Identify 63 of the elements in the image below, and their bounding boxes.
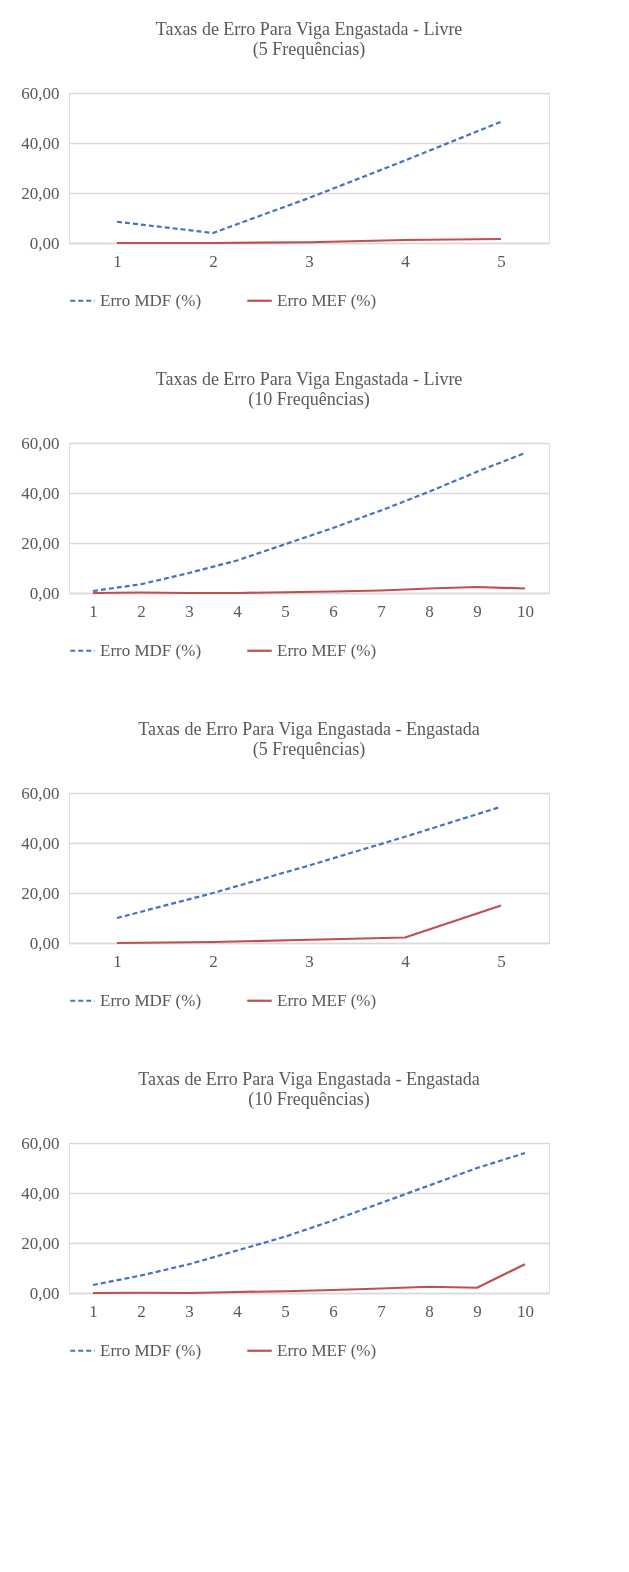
- y-tick-label: 0,00: [29, 1283, 60, 1303]
- y-tick-label: 20,00: [21, 183, 60, 203]
- x-tick-label: 7: [377, 601, 387, 621]
- legend-label: Erro MEF (%): [277, 1340, 377, 1360]
- line-series: [91, 1151, 527, 1287]
- x-tick-label: 5: [281, 601, 290, 621]
- x-tick-label: 5: [497, 251, 506, 271]
- x-tick-label: 2: [137, 601, 146, 621]
- x-tick-label: 3: [305, 251, 314, 271]
- x-tick-label: 2: [209, 251, 218, 271]
- legend-label: Erro MDF (%): [100, 640, 202, 660]
- x-tick-label: 3: [185, 1301, 194, 1321]
- x-tick-label: 1: [113, 251, 122, 271]
- x-tick-label: 4: [401, 251, 411, 271]
- x-tick-label: 2: [137, 1301, 146, 1321]
- x-tick-label: 9: [473, 1301, 482, 1321]
- line-series: [91, 1263, 527, 1295]
- x-tick-label: 6: [329, 1301, 338, 1321]
- y-tick-label: 60,00: [21, 83, 60, 103]
- x-tick-label: 1: [89, 601, 98, 621]
- y-tick-label: 20,00: [21, 1233, 60, 1253]
- y-tick-label: 40,00: [21, 133, 60, 153]
- legend-label: Erro MEF (%): [277, 990, 377, 1010]
- x-tick-label: 1: [89, 1301, 98, 1321]
- x-tick-label: 4: [233, 1301, 243, 1321]
- x-tick-label: 4: [401, 951, 411, 971]
- x-tick-label: 7: [377, 1301, 387, 1321]
- y-tick-label: 40,00: [21, 483, 60, 503]
- y-tick-label: 40,00: [21, 833, 60, 853]
- x-tick-label: 1: [113, 951, 122, 971]
- legend-label: Erro MEF (%): [277, 640, 377, 660]
- x-tick-label: 3: [305, 951, 314, 971]
- chart-title: Taxas de Erro Para Viga Engastada - Livre (5 Frequências): [155, 19, 463, 60]
- x-tick-label: 10: [517, 1301, 534, 1321]
- line-series: [115, 904, 503, 945]
- y-tick-label: 0,00: [29, 233, 60, 253]
- legend-label: Erro MEF (%): [277, 290, 377, 310]
- legend-label: Erro MDF (%): [100, 1340, 202, 1360]
- y-tick-label: 60,00: [21, 783, 60, 803]
- legend-label: Erro MDF (%): [100, 290, 202, 310]
- chart-title: Taxas de Erro Para Viga Engastada - Engastada (5 Frequências): [138, 719, 480, 760]
- x-tick-label: 3: [185, 601, 194, 621]
- line-series: [91, 451, 527, 593]
- x-tick-label: 9: [473, 601, 482, 621]
- x-tick-label: 10: [517, 601, 534, 621]
- x-tick-label: 4: [233, 601, 243, 621]
- y-tick-label: 0,00: [29, 933, 60, 953]
- y-tick-label: 40,00: [21, 1183, 60, 1203]
- line-series: [115, 120, 503, 235]
- chart-title: Taxas de Erro Para Viga Engastada - Livre (10 Frequências): [155, 369, 463, 410]
- y-tick-label: 0,00: [29, 583, 60, 603]
- legend-label: Erro MDF (%): [100, 990, 202, 1010]
- x-tick-label: 8: [425, 1301, 434, 1321]
- y-tick-label: 20,00: [21, 533, 60, 553]
- x-tick-label: 5: [497, 951, 506, 971]
- chart-title: Taxas de Erro Para Viga Engastada - Engastada (10 Frequências): [138, 1069, 480, 1110]
- x-tick-label: 2: [209, 951, 218, 971]
- x-tick-label: 6: [329, 601, 338, 621]
- x-tick-label: 8: [425, 601, 434, 621]
- y-tick-label: 60,00: [21, 433, 60, 453]
- y-tick-label: 60,00: [21, 1133, 60, 1153]
- x-tick-label: 5: [281, 1301, 290, 1321]
- y-tick-label: 20,00: [21, 883, 60, 903]
